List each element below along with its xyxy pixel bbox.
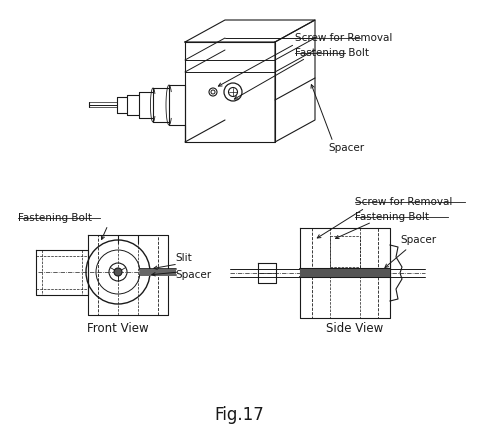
Text: Spacer: Spacer — [175, 270, 211, 280]
Text: Fastening Bolt: Fastening Bolt — [18, 213, 92, 223]
Text: Spacer: Spacer — [328, 143, 364, 153]
Text: Front View: Front View — [87, 321, 149, 334]
Text: Fastening Bolt: Fastening Bolt — [295, 48, 369, 58]
Text: Fastening Bolt: Fastening Bolt — [355, 212, 429, 222]
Text: Slit: Slit — [175, 253, 192, 263]
Text: Spacer: Spacer — [400, 235, 436, 245]
Text: Screw for Removal: Screw for Removal — [355, 197, 452, 207]
Text: Side View: Side View — [326, 321, 384, 334]
Text: Screw for Removal: Screw for Removal — [295, 33, 392, 43]
Text: Fig.17: Fig.17 — [214, 406, 264, 424]
Bar — [300, 269, 390, 277]
Bar — [140, 269, 176, 276]
Circle shape — [114, 268, 122, 276]
